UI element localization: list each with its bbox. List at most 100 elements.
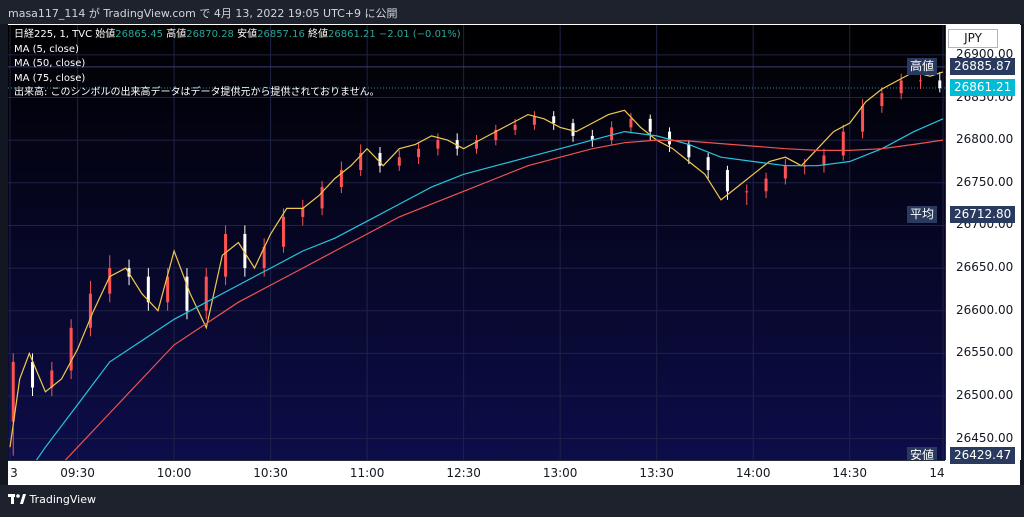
x-tick-label: 10:30 bbox=[253, 466, 288, 480]
y-tick-label: 26800.00 bbox=[956, 132, 1014, 147]
candle-body-16 bbox=[320, 187, 324, 209]
candle-body-47 bbox=[918, 80, 922, 82]
tradingview-logo[interactable]: TradingView bbox=[8, 493, 96, 506]
x-tick-label: 12:30 bbox=[446, 466, 481, 480]
candle-body-27 bbox=[532, 116, 536, 125]
candle-body-35 bbox=[687, 144, 691, 158]
time-axis[interactable]: 3 09:30 10:00 10:30 11:00 12:30 13:00 13:30 14:0… bbox=[8, 460, 945, 486]
footer-brand: TradingView bbox=[29, 493, 96, 506]
y-tick-label: 26650.00 bbox=[956, 260, 1014, 275]
candle-body-26 bbox=[513, 124, 517, 130]
candle-body-44 bbox=[861, 106, 865, 132]
candle-body-48 bbox=[938, 80, 942, 89]
chart-plot-area[interactable] bbox=[8, 25, 945, 460]
x-tick-label: 13:00 bbox=[542, 466, 578, 480]
candle-body-40 bbox=[783, 165, 787, 179]
candle-body-36 bbox=[706, 157, 710, 170]
y-tick-label: 26500.00 bbox=[956, 388, 1014, 403]
candle-body-32 bbox=[629, 118, 633, 128]
price-reference-lines bbox=[8, 66, 945, 89]
currency-button[interactable]: JPY bbox=[948, 29, 998, 48]
candle-body-34 bbox=[668, 131, 672, 145]
candle-body-2 bbox=[50, 370, 54, 388]
candle-body-20 bbox=[397, 157, 401, 166]
candle-body-39 bbox=[764, 178, 768, 192]
candle-body-10 bbox=[204, 276, 208, 311]
candle-body-1 bbox=[31, 361, 35, 388]
candle-body-29 bbox=[571, 123, 575, 136]
legend-low-label: 安値 bbox=[237, 29, 258, 40]
candle-body-8 bbox=[166, 276, 170, 303]
x-tick-label: 11:00 bbox=[349, 466, 385, 480]
low-value-tag: 26429.47 bbox=[950, 447, 1016, 465]
candle-body-9 bbox=[185, 276, 189, 311]
candle-body-4 bbox=[88, 293, 92, 328]
footer: TradingView bbox=[0, 485, 1024, 517]
legend-low-value: 26857.16 bbox=[257, 29, 305, 40]
candle-body-11 bbox=[224, 233, 228, 277]
legend-ma75[interactable]: MA (75, close) bbox=[14, 72, 86, 84]
x-tick-label: 14:30 bbox=[832, 466, 867, 480]
x-tick-label: 14 bbox=[929, 466, 945, 480]
legend-close-label: 終値 bbox=[308, 29, 329, 40]
candle-body-21 bbox=[417, 148, 421, 158]
moving-averages bbox=[9, 71, 944, 460]
ma5-line bbox=[9, 71, 944, 448]
legend-close-value: 26861.21 bbox=[328, 29, 376, 40]
y-tick-label: 26550.00 bbox=[956, 345, 1014, 360]
candle-body-33 bbox=[648, 118, 652, 132]
candle-body-18 bbox=[359, 152, 363, 170]
low-label-tag: 安値 bbox=[907, 447, 938, 465]
legend-ohlc-row: 日経225, 1, TVC 始値26865.45 高値26870.28 安値26… bbox=[14, 28, 461, 43]
candle-body-45 bbox=[880, 93, 884, 107]
candle-body-25 bbox=[494, 129, 498, 141]
avg-label-tag: 平均 bbox=[907, 205, 938, 223]
x-tick-label: 10:00 bbox=[156, 466, 192, 480]
high-label-tag: 高値 bbox=[907, 57, 938, 75]
legend-open-value: 26865.45 bbox=[115, 29, 164, 40]
candle-body-14 bbox=[281, 216, 285, 247]
candle-body-15 bbox=[301, 208, 305, 217]
y-tick-label: 26450.00 bbox=[956, 430, 1014, 445]
candle-body-23 bbox=[455, 140, 459, 149]
legend-change: −2.01 (−0.01%) bbox=[378, 29, 461, 40]
legend-high-value: 26870.28 bbox=[186, 29, 234, 40]
candle-body-5 bbox=[108, 268, 112, 294]
candle-body-43 bbox=[841, 131, 845, 156]
candle-body-46 bbox=[899, 80, 903, 94]
candle-body-24 bbox=[475, 140, 478, 149]
candle-body-30 bbox=[590, 135, 594, 141]
candle-body-0 bbox=[11, 361, 15, 422]
x-tick-label: 14:00 bbox=[735, 466, 771, 480]
candle-body-19 bbox=[378, 152, 382, 166]
high-value-tag: 26885.87 bbox=[950, 57, 1016, 75]
chart-svg[interactable] bbox=[8, 25, 945, 460]
tradingview-logo-icon bbox=[8, 494, 26, 504]
y-tick-label: 26750.00 bbox=[956, 174, 1014, 189]
candle-body-3 bbox=[69, 327, 73, 371]
x-tick-label: 13:30 bbox=[639, 466, 674, 480]
legend-ma50[interactable]: MA (50, close) bbox=[14, 58, 86, 69]
candlesticks bbox=[11, 66, 942, 456]
candle-body-28 bbox=[552, 116, 556, 124]
last-price-tag: 26861.21 bbox=[950, 78, 1016, 96]
ma75-line bbox=[64, 139, 944, 460]
legend-volume-note: 出来高: このシンボルの出来高データはデータ提供元から提供されておりません。 bbox=[14, 87, 380, 98]
candle-body-37 bbox=[725, 170, 729, 192]
publish-header: masa117_114 が TradingView.com で 4月 13, 2… bbox=[0, 0, 1024, 24]
legend-high-label: 高値 bbox=[166, 29, 187, 40]
publish-text: masa117_114 が TradingView.com で 4月 13, 2… bbox=[8, 7, 398, 20]
candle-body-22 bbox=[436, 140, 440, 149]
ma50-line bbox=[35, 118, 944, 460]
grid-lines bbox=[8, 25, 945, 460]
legend-open-label: 始値 bbox=[95, 29, 116, 40]
y-tick-label: 26900.00 bbox=[956, 46, 1014, 61]
candle-body-17 bbox=[339, 170, 343, 188]
legend-symbol: 日経225, 1, TVC bbox=[14, 29, 93, 40]
candle-body-38 bbox=[745, 191, 749, 193]
candle-body-13 bbox=[262, 246, 266, 269]
y-tick-label: 26600.00 bbox=[956, 302, 1014, 317]
candle-body-31 bbox=[610, 127, 614, 141]
legend-ma5[interactable]: MA (5, close) bbox=[14, 43, 79, 55]
candle-body-12 bbox=[243, 233, 247, 269]
